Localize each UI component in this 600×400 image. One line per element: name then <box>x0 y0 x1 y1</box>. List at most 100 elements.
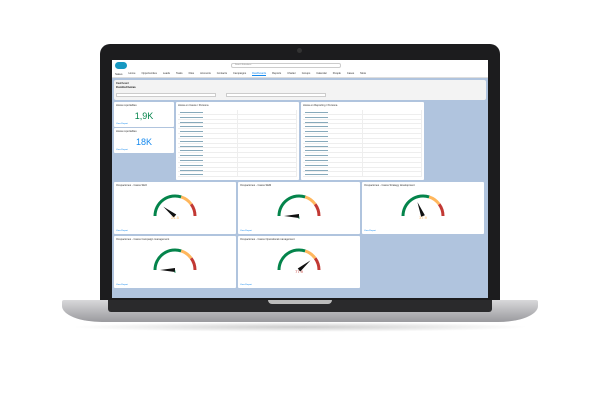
gauge-chart <box>277 194 321 218</box>
table-row <box>178 172 297 178</box>
gauge-chart <box>153 194 197 218</box>
table-row <box>303 157 422 163</box>
filter-2[interactable] <box>226 93 326 97</box>
table-row <box>178 133 297 139</box>
table-row <box>178 153 297 158</box>
filter-1[interactable] <box>116 93 216 97</box>
nav-item[interactable]: Dashboards <box>252 71 267 76</box>
view-report-link[interactable]: View Report <box>116 123 128 125</box>
gauge-chart <box>153 248 197 272</box>
gauge-title: Ocupaciones - Casos Campaign management <box>116 238 170 241</box>
table-row <box>178 157 297 163</box>
table-row <box>178 138 297 144</box>
table-row <box>303 138 422 144</box>
trackpad-notch <box>268 300 332 304</box>
metric-value: 18K <box>135 137 152 147</box>
table-row <box>178 167 297 173</box>
search-input[interactable]: Search Salesforce <box>231 62 341 68</box>
table-row <box>303 143 422 149</box>
nav-item[interactable]: Leads <box>162 72 170 75</box>
gauge-title: Ocupaciones - Casos SEM <box>240 184 272 187</box>
nav-item[interactable]: Accounts <box>200 72 211 75</box>
view-report-link[interactable]: View Report <box>364 230 376 232</box>
gauge-card: Ocupaciones - Casos Strategy development… <box>362 182 484 234</box>
table-row <box>178 114 297 120</box>
view-report-link[interactable]: View Report <box>240 230 252 232</box>
table-row <box>178 143 297 149</box>
nav-item[interactable]: Groups <box>301 72 311 75</box>
metric-value: 1,9K <box>134 111 154 121</box>
gauge-value: 21.5 <box>171 215 179 220</box>
gauge-card: Ocupaciones - Casos Operational manageme… <box>238 236 360 288</box>
table-title: Horas en Casos / Persona <box>178 104 209 107</box>
nav-item[interactable]: Home <box>128 72 136 75</box>
nav-item[interactable]: Campaigns <box>233 72 247 75</box>
camera <box>297 48 302 53</box>
table-row <box>303 167 422 173</box>
gauge-value: 37.9 <box>419 215 427 220</box>
gauge-needle <box>163 206 177 218</box>
dashboard-grid: Horas reportables 1,9K View Report Horas re… <box>114 102 486 298</box>
laptop-shadow <box>70 322 530 332</box>
table-row <box>178 110 297 115</box>
table-row <box>178 129 297 134</box>
metric-card: Horas reportables 1,9K View Report <box>114 102 174 127</box>
table-row <box>178 119 297 125</box>
dashboard-title: Control horas <box>116 85 136 89</box>
metric-card: Horas reportables 18K View Report <box>114 128 174 153</box>
gauge-value: 0 <box>173 269 177 274</box>
table-row <box>303 162 422 168</box>
gauge-value: 0 <box>297 215 301 220</box>
app-name: Sales <box>115 71 123 76</box>
table-row <box>303 172 422 178</box>
nav-item[interactable]: Chatter <box>287 72 296 75</box>
gauge-card: Ocupaciones - Casos Campaign management … <box>114 236 236 288</box>
gauge-chart <box>401 194 445 217</box>
gauge-needle <box>160 268 175 272</box>
nav-item[interactable]: Calendar <box>316 72 327 75</box>
gauge-chart <box>277 248 321 272</box>
nav-item[interactable]: Reports <box>272 72 282 75</box>
metric-title: Horas reportables <box>116 130 137 133</box>
global-header: Search Salesforce <box>112 60 488 70</box>
table-card: Horas en Casos / Persona <box>176 102 299 180</box>
table-row <box>303 153 422 158</box>
table-row <box>178 124 297 130</box>
view-report-link[interactable]: View Report <box>116 284 128 286</box>
nav-item[interactable]: More <box>360 72 367 75</box>
table-row <box>303 129 422 134</box>
nav-item[interactable]: Files <box>188 72 195 75</box>
gauge-title: Ocupaciones - Casos Strategy development <box>364 184 415 187</box>
nav-item[interactable]: People <box>332 72 341 75</box>
table-row <box>303 124 422 130</box>
laptop-lid: Search Salesforce Sales Home Opportunitie… <box>100 44 500 302</box>
gauge-title: Ocupaciones - Casos SEO <box>116 184 147 187</box>
table-row <box>303 148 422 154</box>
dashboard-header: Dashboard Control horas <box>114 80 486 100</box>
table-row <box>303 114 422 120</box>
table-row <box>178 162 297 168</box>
screen: Search Salesforce Sales Home Opportunitie… <box>112 60 488 298</box>
dashboard-label: Dashboard <box>116 82 129 85</box>
metric-title: Horas reportables <box>116 104 137 107</box>
gauge-needle <box>297 260 311 272</box>
gauge-value: 77.9 <box>295 269 303 274</box>
gauge-needle <box>284 214 299 218</box>
nav-bar: Sales Home Opportunities Leads Tasks Files Ac… <box>112 70 488 78</box>
gauge-card: Ocupaciones - Casos SEM 0 View Report <box>238 182 360 234</box>
view-report-link[interactable]: View Report <box>116 230 128 232</box>
nav-item[interactable]: Contacts <box>216 72 227 75</box>
table-title: Horas en Reporting / Persona <box>303 104 338 107</box>
keyboard <box>108 300 492 312</box>
nav-item[interactable]: Opportunities <box>141 72 157 75</box>
view-report-link[interactable]: View Report <box>116 149 128 151</box>
table-row <box>303 133 422 139</box>
gauge-title: Ocupaciones - Casos Operational manageme… <box>240 238 295 241</box>
nav-item[interactable]: Cases <box>346 72 355 75</box>
table-row <box>303 110 422 115</box>
salesforce-logo <box>115 61 127 69</box>
nav-item[interactable]: Tasks <box>175 72 183 75</box>
view-report-link[interactable]: View Report <box>240 284 252 286</box>
table-row <box>303 119 422 125</box>
gauge-needle <box>417 202 425 217</box>
